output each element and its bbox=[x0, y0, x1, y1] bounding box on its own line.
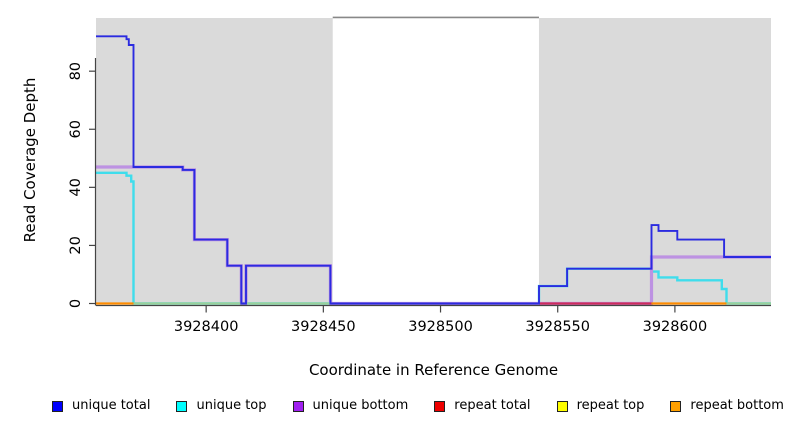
x-tick-label: 3928500 bbox=[408, 319, 473, 335]
y-tick-label: 40 bbox=[68, 178, 84, 196]
legend-label-unique-total: unique total bbox=[72, 398, 151, 413]
legend: unique total unique top unique bottom repea… bbox=[52, 399, 784, 413]
legend-label-unique-bottom: unique bottom bbox=[312, 398, 409, 413]
masked-region-left bbox=[96, 18, 333, 305]
legend-swatch-repeat-bottom bbox=[670, 400, 682, 412]
legend-item-unique-total: unique total bbox=[52, 399, 150, 413]
legend-item-unique-bottom: unique bottom bbox=[292, 398, 409, 413]
y-tick-label: 80 bbox=[68, 62, 84, 80]
legend-label-repeat-top: repeat top bbox=[576, 398, 645, 413]
x-tick-label: 3928400 bbox=[174, 319, 239, 335]
legend-swatch-repeat-top bbox=[556, 400, 568, 412]
legend-label-repeat-bottom: repeat bottom bbox=[690, 398, 784, 413]
x-axis-title: Coordinate in Reference Genome bbox=[308, 361, 559, 379]
x-tick-label: 3928450 bbox=[291, 319, 356, 335]
legend-item-repeat-bottom: repeat bottom bbox=[670, 399, 784, 413]
series-line-unique-total bbox=[96, 35, 771, 305]
legend-item-repeat-top: repeat top bbox=[556, 398, 645, 413]
legend-swatch-repeat-total bbox=[434, 400, 446, 412]
y-tick-label: 20 bbox=[68, 236, 84, 254]
legend-label-repeat-total: repeat total bbox=[454, 398, 531, 413]
legend-swatch-unique-bottom bbox=[292, 400, 304, 412]
y-tick-label: 60 bbox=[68, 120, 84, 138]
masked-region-right bbox=[538, 18, 771, 305]
x-tick-label: 3928550 bbox=[525, 319, 590, 335]
legend-item-unique-top: unique top bbox=[176, 398, 267, 413]
y-tick-label: 0 bbox=[68, 299, 84, 308]
y-axis-title: Read Coverage Depth bbox=[21, 77, 39, 243]
legend-label-unique-top: unique top bbox=[196, 398, 267, 413]
legend-swatch-unique-total bbox=[52, 400, 63, 412]
x-tick-label: 3928600 bbox=[643, 319, 708, 335]
legend-swatch-unique-top bbox=[176, 400, 188, 412]
coverage-plot-svg: 3928400 3928450 3928500 3928550 3928600 0 20 40… bbox=[68, 16, 771, 335]
legend-item-repeat-total: repeat total bbox=[434, 398, 531, 413]
